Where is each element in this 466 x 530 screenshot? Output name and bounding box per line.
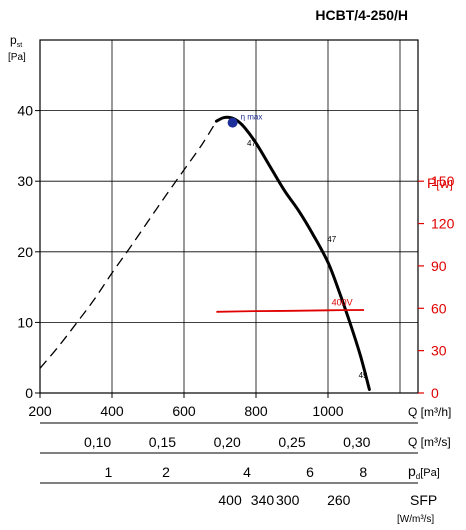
y-axis-unit: [Pa] [8, 52, 26, 63]
scale-tick-label: 300 [276, 492, 300, 508]
pressure-curve [214, 115, 371, 391]
x-tick-label: 1000 [312, 403, 343, 419]
power-tick-label: 60 [431, 300, 447, 316]
x-axis-ticks: 200 400 600 800 1000 [28, 393, 344, 419]
curve-efficiency-labels: 47 47 49 [247, 139, 368, 380]
scale-tick-label: 8 [359, 464, 367, 480]
curve-label: 47 [327, 235, 336, 244]
power-tick-label: 90 [431, 258, 447, 274]
y-tick-label: 20 [17, 244, 33, 260]
x-tick-label: 400 [100, 403, 124, 419]
scale-tick-label: 0,15 [149, 434, 176, 450]
scale-tick-label: 0,10 [84, 434, 111, 450]
x-tick-label: 200 [28, 403, 52, 419]
y-tick-label: 30 [17, 173, 33, 189]
y-tick-label: 0 [25, 385, 33, 401]
power-tick-label: 0 [431, 385, 439, 401]
pressure-curve-stall [39, 120, 217, 369]
y-axis-label: pst [10, 33, 22, 49]
scale-tick-label: 2 [162, 464, 170, 480]
power-tick-label: 150 [431, 173, 455, 189]
y-tick-label: 40 [17, 103, 33, 119]
scale-unit-label: SFP [410, 492, 437, 508]
chart-title: HCBT/4-250/H [315, 7, 408, 23]
x-tick-label: 800 [244, 403, 268, 419]
scale-tick-label: 4 [243, 464, 251, 480]
plot-frame [39, 39, 419, 394]
power-series-label: 400V [332, 297, 353, 307]
scale-tick-label: 340 [251, 492, 275, 508]
power-axis-label: P[W] [427, 175, 453, 191]
power-tick-label: 30 [431, 343, 447, 359]
scale-tick-label: 0,25 [278, 434, 305, 450]
scale-tick-label: 1 [105, 464, 113, 480]
scale-tick-label: 0,30 [343, 434, 370, 450]
curve-label: 49 [359, 371, 368, 380]
eta-max-label: η max [241, 113, 263, 122]
scale-tick-label: 6 [306, 464, 314, 480]
eta-max-point [227, 117, 238, 128]
power-axis-ticks: 0 30 60 90 120 150 [418, 173, 455, 401]
scale-unit-label: Q [m³/s] [408, 435, 451, 449]
x-tick-label: 600 [172, 403, 196, 419]
y-axis-ticks: 0 10 20 30 40 [17, 103, 40, 401]
scale-tick-label: 0,20 [214, 434, 241, 450]
curve-label: 47 [247, 139, 256, 148]
scale-unit-label: [W/m³/s] [397, 514, 434, 525]
scale-tick-label: 400 [218, 492, 242, 508]
y-tick-label: 10 [17, 314, 33, 330]
x-axis-unit: Q [m³/h] [408, 405, 451, 419]
scale-unit-label: pd[Pa] [408, 463, 440, 481]
power-curve-400v [216, 309, 365, 313]
secondary-scales: 0,10 0,15 0,20 0,25 0,30 1 2 4 6 8 400 340 300 260 Q [… [40, 422, 451, 525]
scale-tick-label: 260 [327, 492, 351, 508]
power-tick-label: 120 [431, 216, 455, 232]
grid-lines [39, 39, 418, 394]
